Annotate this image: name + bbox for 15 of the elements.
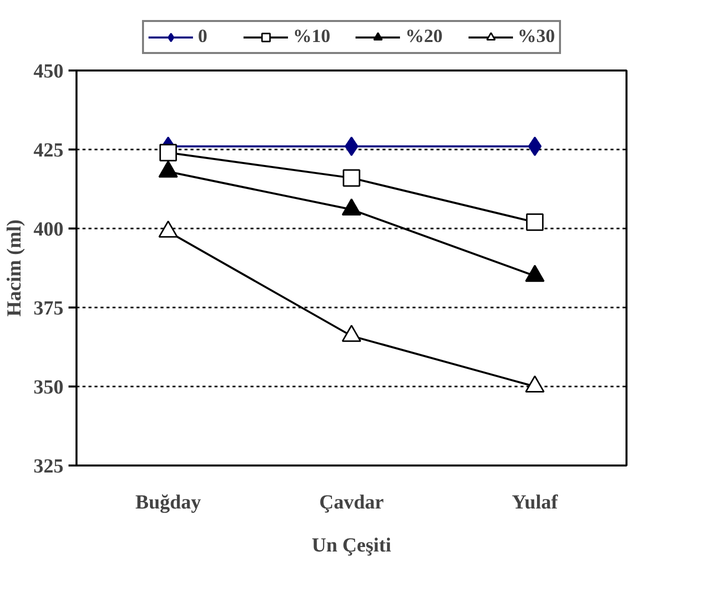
legend-label: %30 [518,26,555,48]
x-tick-label: Yulaf [512,492,558,514]
y-tick-label: 400 [34,218,64,240]
y-tick-label: 450 [34,60,64,82]
x-tick-label: Buğday [135,492,201,514]
y-tick-label: 350 [34,376,64,398]
legend-label: %10 [293,26,330,48]
y-tick-label: 325 [34,456,64,478]
legend-label: 0 [198,26,208,48]
x-tick-label: Çavdar [319,492,384,514]
y-tick-label: 425 [34,140,64,162]
x-axis-title: Un Çeşiti [312,534,392,556]
y-tick-label: 375 [34,298,64,320]
y-axis-title: Hacim (ml) [4,219,26,317]
legend-label: %20 [405,26,443,48]
